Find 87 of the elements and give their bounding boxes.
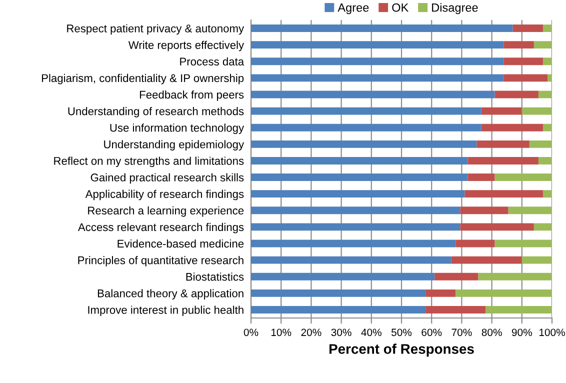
bar bbox=[538, 156, 552, 164]
bar bbox=[508, 206, 552, 214]
x-axis-title: Percent of Responses bbox=[329, 344, 474, 357]
bar bbox=[460, 206, 508, 214]
x-tick-label: 60% bbox=[422, 328, 442, 336]
y-tick-label: Biostatistics bbox=[186, 272, 244, 281]
bar bbox=[481, 107, 522, 115]
y-tick-label: Principles of quantitative research bbox=[78, 256, 244, 266]
bar bbox=[251, 58, 504, 66]
bar bbox=[476, 140, 530, 148]
bar bbox=[251, 272, 435, 280]
x-tick-label: 10% bbox=[271, 328, 292, 336]
bar bbox=[468, 174, 495, 182]
bar bbox=[251, 156, 468, 164]
bar bbox=[464, 190, 543, 198]
y-tick-label: Applicability of research findings bbox=[85, 190, 244, 200]
x-tick-label: 50% bbox=[391, 328, 412, 336]
bar bbox=[542, 58, 552, 66]
y-tick-label: Research a learning experience bbox=[88, 206, 244, 217]
x-tick-label: 100% bbox=[539, 328, 565, 336]
bar bbox=[478, 272, 552, 280]
bar bbox=[504, 74, 548, 82]
bar bbox=[456, 289, 552, 297]
x-tick-label: 0% bbox=[244, 328, 258, 336]
y-tick-label: Improve interest in public health bbox=[88, 306, 244, 316]
y-tick-label: Gained practical research skills bbox=[90, 173, 244, 184]
x-tick-label: 90% bbox=[512, 328, 532, 336]
bar bbox=[251, 41, 504, 49]
bar bbox=[522, 107, 552, 115]
bar bbox=[251, 223, 460, 231]
x-tick-label: 40% bbox=[361, 328, 382, 336]
bar bbox=[494, 240, 552, 248]
bar bbox=[451, 256, 522, 264]
bar bbox=[251, 206, 460, 214]
bar bbox=[534, 41, 552, 49]
bar bbox=[494, 90, 538, 98]
legend-label: Disagree bbox=[432, 3, 478, 14]
y-tick-label: Understanding of research methods bbox=[68, 107, 244, 118]
x-tick-label: 20% bbox=[301, 328, 322, 336]
bar bbox=[251, 289, 426, 297]
bar bbox=[542, 190, 552, 198]
bar bbox=[251, 140, 477, 148]
legend-label: OK bbox=[392, 3, 409, 12]
bar bbox=[251, 90, 495, 98]
y-tick-label: Balanced theory & application bbox=[98, 289, 244, 300]
bar bbox=[251, 24, 513, 32]
bar bbox=[251, 74, 504, 82]
bar bbox=[486, 306, 552, 314]
y-tick-label: Understanding epidemiology bbox=[104, 140, 244, 150]
y-tick-label: Evidence-based medicine bbox=[118, 239, 244, 248]
y-tick-label: Respect patient privacy & autonomy bbox=[67, 24, 244, 35]
bar bbox=[494, 174, 552, 182]
bar bbox=[534, 223, 552, 231]
x-tick-label: 70% bbox=[452, 328, 472, 336]
y-tick-label: Feedback from peers bbox=[140, 90, 244, 101]
bar bbox=[542, 24, 552, 32]
bar bbox=[251, 256, 452, 264]
bar bbox=[251, 124, 482, 132]
bar bbox=[481, 124, 543, 132]
y-tick-label: Use information technology bbox=[110, 124, 244, 134]
bar bbox=[504, 58, 543, 66]
x-tick-label: 30% bbox=[331, 328, 352, 336]
y-tick-label: Reflect on my strengths and limitations bbox=[54, 156, 244, 168]
bar bbox=[456, 240, 495, 248]
bar bbox=[251, 107, 482, 115]
y-tick-label: Process data bbox=[180, 57, 244, 66]
bar bbox=[460, 223, 534, 231]
y-tick-label: Write reports effectively bbox=[128, 40, 244, 52]
y-tick-label: Access relevant research findings bbox=[78, 222, 244, 234]
bar bbox=[251, 240, 456, 248]
bar bbox=[251, 306, 426, 314]
bar bbox=[542, 124, 552, 132]
bar bbox=[251, 174, 468, 182]
bar bbox=[251, 190, 465, 198]
bar bbox=[512, 24, 543, 32]
bar bbox=[504, 41, 534, 49]
bar bbox=[538, 90, 552, 98]
legend-label: Agree bbox=[338, 4, 369, 14]
bar bbox=[547, 74, 552, 82]
bar bbox=[468, 156, 538, 164]
bar bbox=[529, 140, 552, 148]
bar bbox=[426, 306, 486, 314]
bar bbox=[522, 256, 552, 264]
bar bbox=[426, 289, 456, 297]
y-tick-label: Plagiarism, confidentiality & IP ownership bbox=[42, 74, 244, 84]
bar bbox=[434, 272, 478, 280]
x-tick-label: 80% bbox=[482, 328, 502, 336]
